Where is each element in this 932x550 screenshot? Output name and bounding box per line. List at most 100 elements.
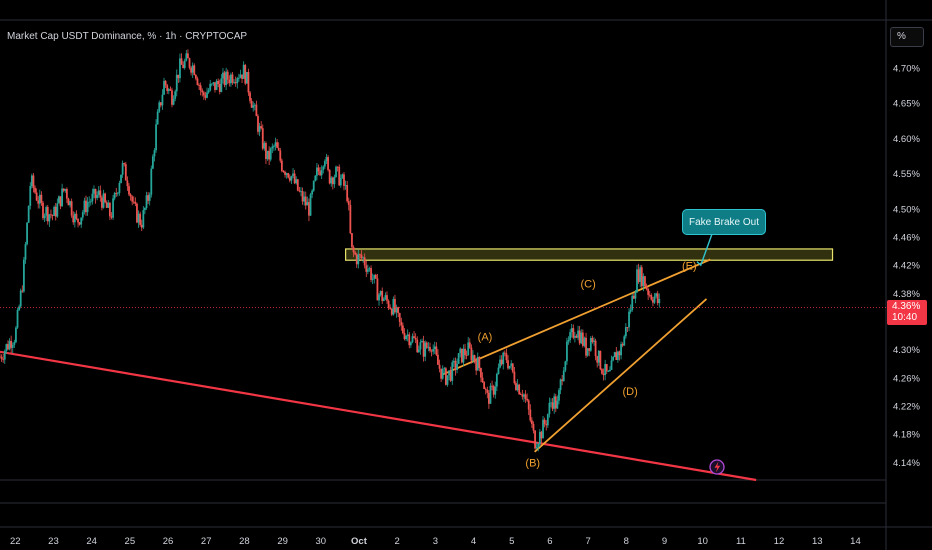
- candle: [266, 150, 269, 161]
- candle: [472, 350, 474, 364]
- candle: [225, 67, 228, 90]
- candle: [88, 196, 91, 208]
- candle: [97, 186, 100, 198]
- resistance-zone[interactable]: [345, 248, 834, 261]
- candle: [295, 176, 298, 185]
- candle: [48, 213, 51, 227]
- candle: [351, 233, 353, 250]
- time-tick-label: 28: [239, 536, 250, 547]
- time-tick-label: 14: [850, 536, 861, 547]
- candle: [132, 196, 135, 205]
- wedge-lower-line[interactable]: [534, 298, 708, 453]
- candle: [511, 363, 514, 374]
- candle: [483, 380, 486, 390]
- candle: [554, 393, 557, 413]
- candle: [341, 173, 344, 179]
- candle: [572, 324, 575, 340]
- candle: [355, 252, 358, 268]
- candle: [212, 81, 215, 87]
- candle: [273, 144, 275, 152]
- candle: [454, 357, 457, 376]
- candle: [34, 185, 36, 195]
- candle: [343, 172, 345, 191]
- candle: [279, 147, 282, 163]
- wave-label-c: (C): [580, 279, 595, 291]
- candle: [214, 82, 216, 93]
- price-tick-label: 4.70%: [893, 63, 920, 74]
- candle: [102, 189, 105, 209]
- candle: [634, 289, 637, 304]
- candle: [602, 368, 605, 381]
- candle: [545, 420, 548, 431]
- candle: [460, 348, 463, 364]
- time-tick-label: 7: [585, 536, 590, 547]
- candle: [589, 335, 592, 352]
- candle: [409, 341, 412, 348]
- candle: [626, 327, 629, 333]
- candle: [3, 349, 6, 364]
- candle: [0, 353, 1, 358]
- candle: [510, 360, 513, 370]
- candle: [526, 393, 529, 402]
- candle: [323, 159, 326, 169]
- candle: [108, 201, 111, 220]
- candle: [583, 336, 586, 348]
- candle: [464, 343, 466, 360]
- candle: [550, 398, 552, 408]
- candle: [636, 264, 638, 293]
- candle: [13, 339, 16, 348]
- time-tick-label: 3: [433, 536, 438, 547]
- candle: [18, 304, 21, 312]
- candle: [642, 273, 645, 292]
- candle: [277, 142, 280, 152]
- candle: [575, 334, 578, 339]
- candle: [639, 265, 642, 288]
- candle: [591, 335, 594, 344]
- candle: [62, 188, 65, 193]
- candles-series: [0, 49, 661, 452]
- candle: [274, 137, 277, 151]
- candle: [359, 253, 361, 260]
- candle: [457, 352, 460, 365]
- scale-unit-button[interactable]: %: [890, 27, 924, 47]
- candle: [105, 200, 108, 208]
- candle: [629, 304, 632, 314]
- price-axis[interactable]: 4.75%4.70%4.65%4.60%4.55%4.50%4.46%4.42%…: [893, 28, 920, 469]
- candle: [50, 209, 52, 219]
- candle: [167, 87, 170, 95]
- candle: [618, 350, 621, 361]
- candle: [171, 87, 173, 108]
- candle: [346, 180, 349, 203]
- price-tick-label: 4.46%: [893, 232, 920, 243]
- candle: [381, 287, 384, 305]
- candle: [400, 317, 403, 331]
- lightning-icon[interactable]: [709, 459, 725, 475]
- fake-breakout-callout[interactable]: Fake Brake Out: [682, 209, 766, 235]
- candle: [403, 328, 406, 341]
- candle: [382, 297, 385, 302]
- candle: [502, 351, 505, 370]
- candle: [456, 358, 458, 374]
- support-trend-line[interactable]: [0, 350, 757, 482]
- candle: [494, 381, 497, 399]
- candle: [521, 389, 524, 400]
- candle: [201, 88, 204, 97]
- time-axis[interactable]: 22 23 24 25 26 27 28 29 30 Oct 2 3 4 5 6 7 8 9 10 11 12 13 14: [10, 536, 861, 547]
- candle: [593, 337, 595, 346]
- candle: [543, 417, 546, 428]
- candle: [430, 349, 433, 357]
- candle: [384, 292, 387, 301]
- candle: [551, 398, 554, 412]
- candle: [250, 98, 253, 108]
- candle: [373, 274, 376, 284]
- candle: [15, 326, 17, 344]
- candle: [387, 299, 390, 310]
- wedge-upper-line[interactable]: [442, 258, 711, 376]
- candle: [610, 355, 613, 370]
- candle: [516, 379, 519, 392]
- candle: [16, 307, 19, 329]
- candle: [443, 366, 446, 374]
- candle: [429, 342, 431, 353]
